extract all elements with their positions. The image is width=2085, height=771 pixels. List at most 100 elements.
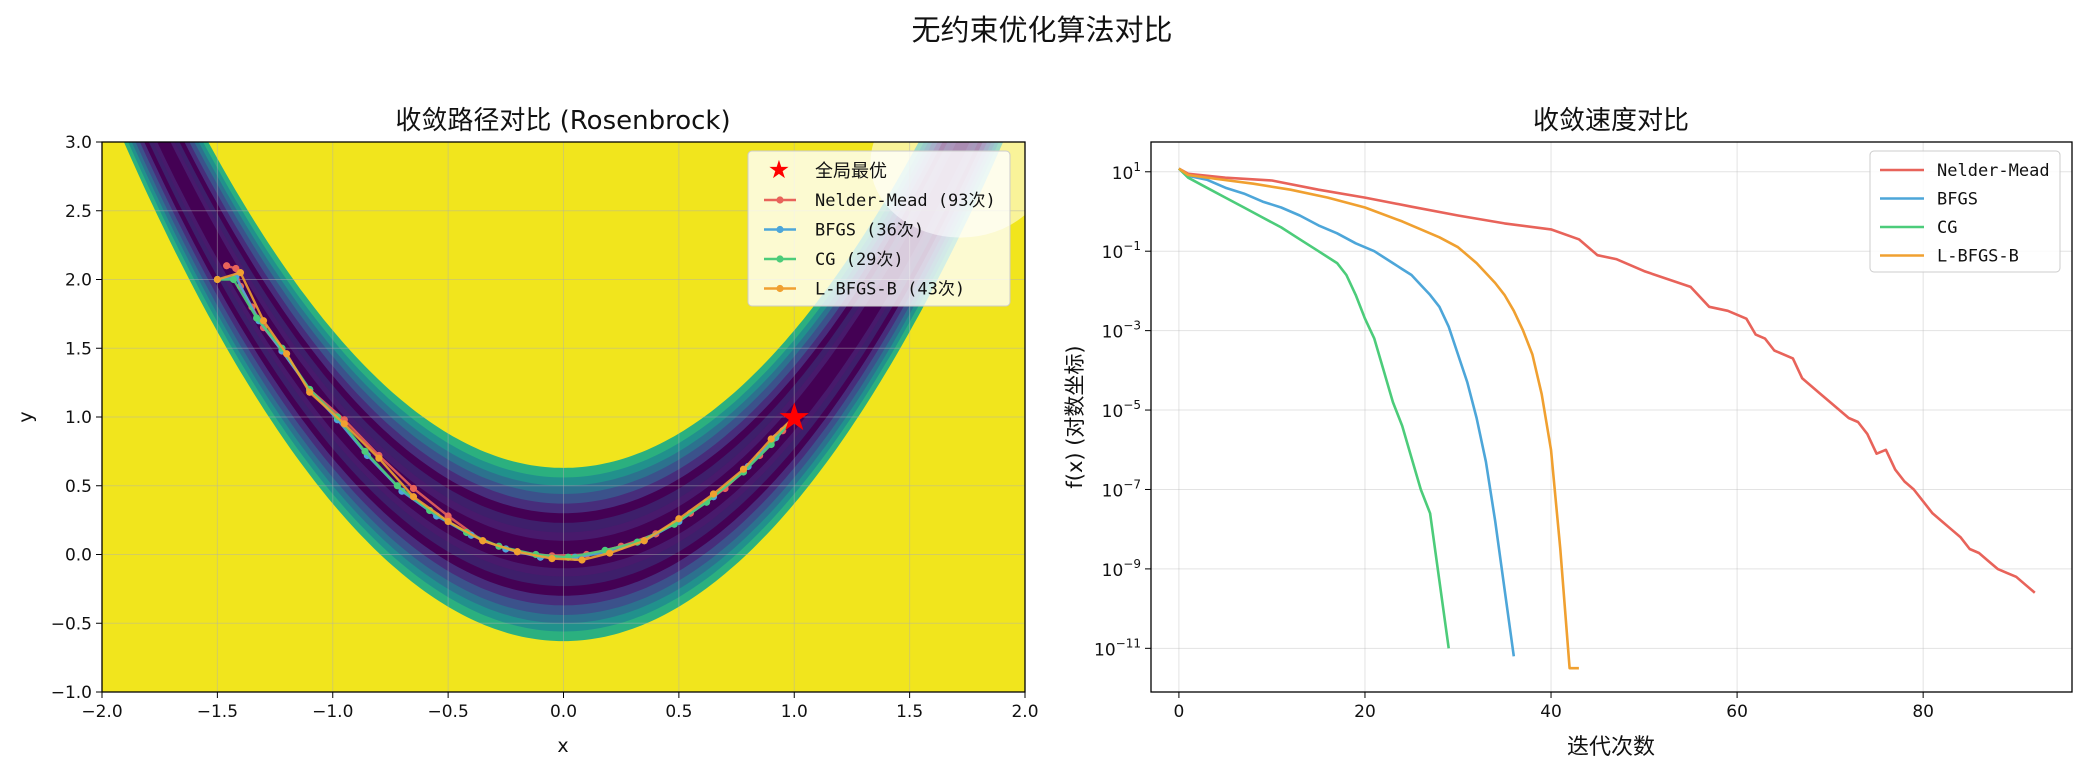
y-tick-exponent: −11 — [1116, 636, 1141, 650]
legend-label: CG — [1937, 218, 1957, 238]
y-tick-label: 10−3 — [1102, 319, 1141, 343]
path-point — [606, 549, 614, 557]
y-tick-label: −0.5 — [51, 614, 92, 634]
x-tick-label: 1.5 — [896, 702, 923, 722]
legend-marker — [776, 255, 784, 263]
path-line — [217, 271, 796, 562]
figure-suptitle: 无约束优化算法对比 — [911, 13, 1172, 47]
path-point — [232, 264, 240, 273]
x-tick-label: −1.5 — [197, 702, 238, 722]
path-point — [767, 435, 775, 443]
y-tick-label: 10−5 — [1102, 398, 1141, 422]
x-tick-label: −1.0 — [312, 702, 353, 722]
y-tick-label: 1.5 — [65, 339, 92, 359]
path-point — [223, 262, 231, 270]
y-tick-label: 10−7 — [1102, 477, 1141, 501]
convergence-line — [1178, 167, 1579, 670]
contour-band — [153, 142, 974, 577]
x-tick-label: −2.0 — [81, 702, 122, 722]
y-tick-base: 10 — [1102, 243, 1124, 263]
speed-legend-box — [1869, 150, 2061, 273]
paths-series-layer: ★ — [213, 262, 811, 564]
path-point — [709, 490, 718, 498]
x-tick-label: 80 — [1912, 702, 1934, 722]
path-point — [393, 482, 401, 490]
legend-label: Nelder-Mead (93次) — [815, 191, 996, 211]
path-point — [259, 317, 268, 325]
legend-label: L-BFGS-B — [1937, 247, 2019, 267]
y-tick-label: 101 — [1112, 160, 1141, 184]
y-tick-exponent: −1 — [1123, 239, 1141, 253]
x-tick-label: 0.5 — [665, 702, 692, 722]
path-point — [213, 275, 221, 284]
contour-band — [148, 142, 979, 587]
y-tick-label: 10−1 — [1102, 239, 1141, 263]
y-tick-label: 10−9 — [1102, 557, 1141, 581]
speed-title: 收敛速度对比 — [1533, 106, 1689, 136]
y-tick-exponent: −9 — [1123, 557, 1141, 571]
paths-legend: ★ 全局最优 Nelder-Mead (93次) BFGS (36次) CG (29… — [747, 150, 1011, 307]
path-point — [253, 314, 261, 322]
y-tick-base: 10 — [1102, 481, 1124, 501]
path-point — [409, 484, 418, 493]
legend-label: L-BFGS-B (43次) — [815, 280, 965, 300]
y-tick-exponent: −7 — [1123, 477, 1141, 491]
y-tick-label: 2.5 — [65, 202, 92, 222]
path-point — [548, 555, 556, 563]
speed-axes-frame — [1150, 141, 2073, 693]
path-point — [236, 269, 245, 277]
y-tick-label: 10−11 — [1094, 636, 1141, 660]
path-point — [361, 447, 369, 455]
paths-xlabel: x — [557, 735, 568, 757]
paths-ylabel: y — [15, 411, 37, 422]
paths-title: 收敛路径对比 (Rosenbrock) — [395, 106, 730, 136]
y-tick-label: 1.0 — [65, 408, 92, 428]
contour-band — [123, 142, 1004, 642]
x-tick-label: 60 — [1726, 702, 1748, 722]
path-point — [479, 537, 487, 545]
legend-label: BFGS — [1937, 190, 1978, 210]
x-tick-label: 0.0 — [550, 702, 577, 722]
path-point — [578, 556, 586, 564]
panel-speed: 收敛速度对比 0 20 40 60 8010110−110−310−510−710−91… — [1063, 106, 2073, 760]
path-point — [375, 454, 383, 462]
convergence-line — [1177, 167, 1450, 649]
legend-marker — [776, 196, 784, 204]
path-point — [513, 548, 521, 556]
legend-label: BFGS (36次) — [815, 221, 924, 241]
speed-xlabel: 迭代次数 — [1567, 735, 1655, 760]
y-tick-base: 10 — [1102, 323, 1124, 343]
panel-paths: 收敛路径对比 (Rosenbrock) ★ −2.0 −1.5 −1.0 −0.5 0.… — [15, 106, 1039, 757]
y-tick-exponent: 1 — [1133, 160, 1141, 174]
x-tick-label: 2.0 — [1011, 702, 1038, 722]
path-point — [409, 493, 418, 501]
legend-marker — [776, 284, 784, 293]
paths-legend-box — [747, 150, 1011, 307]
path-point — [444, 512, 452, 520]
contour-band — [128, 142, 999, 632]
x-tick-label: 0 — [1173, 702, 1184, 722]
legend-star-icon: ★ — [768, 155, 790, 184]
y-tick-label: 0.0 — [65, 546, 92, 566]
y-tick-base: 10 — [1102, 561, 1124, 581]
contour-band — [157, 142, 970, 569]
y-tick-label: 0.5 — [65, 477, 92, 497]
y-tick-base: 10 — [1094, 640, 1116, 660]
y-tick-base: 10 — [1112, 164, 1134, 184]
paths-ticks: −2.0 −1.5 −1.0 −0.5 0.0 0.5 1.0 1.5 2.0 −1.0 −0.5 0… — [51, 133, 1039, 722]
convergence-line — [1178, 167, 2036, 594]
x-tick-label: 1.0 — [781, 702, 808, 722]
paths-legend-items: Nelder-Mead (93次) BFGS (36次) CG (29次) L-BFG… — [764, 191, 996, 300]
path-point — [640, 537, 648, 545]
x-tick-label: 40 — [1540, 702, 1562, 722]
y-tick-label: −1.0 — [51, 683, 92, 703]
legend-marker — [776, 225, 784, 234]
path-point — [675, 515, 683, 523]
path-point — [340, 420, 348, 428]
x-tick-label: 20 — [1354, 702, 1376, 722]
speed-ylabel: f(x) (对数坐标) — [1063, 345, 1087, 488]
path-point — [790, 413, 798, 421]
global-min-star-icon: ★ — [777, 395, 811, 439]
